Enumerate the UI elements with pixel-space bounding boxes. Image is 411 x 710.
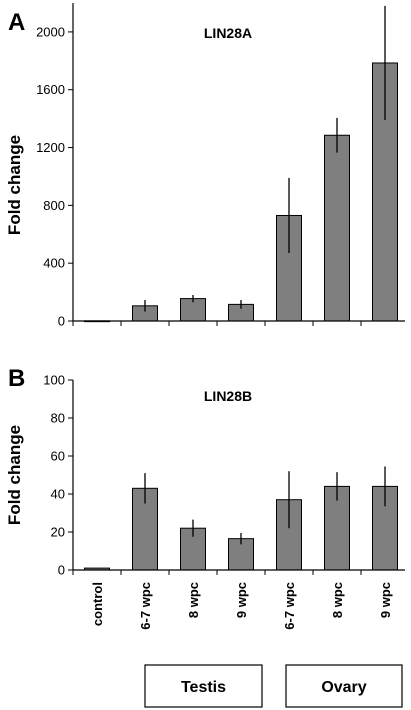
- y-tick-label: 800: [43, 198, 65, 213]
- x-tick-label: 9 wpc: [378, 582, 393, 618]
- y-tick-label: 2000: [36, 24, 65, 39]
- chart-a: A LIN28A Fold change 0 400 800 1200 1600 2000: [5, 3, 405, 329]
- error-bars-b: [144, 466, 386, 545]
- group-box-ovary: [285, 664, 403, 708]
- x-axis-tick-labels: control 6-7 wpc 8 wpc 9 wpc 6-7 wpc 8 wpc 9 wp…: [90, 582, 393, 630]
- y-tick-label: 1200: [36, 140, 65, 155]
- y-tick-label: 400: [43, 256, 65, 271]
- y-tick-label: 0: [58, 314, 65, 329]
- chart-title-a: LIN28A: [204, 25, 252, 41]
- x-tick-label: control: [90, 582, 105, 626]
- y-axis-ticks-a: 0 400 800 1200 1600 2000: [36, 24, 73, 329]
- x-tick-label: 6-7 wpc: [138, 582, 153, 630]
- x-tick-label: 9 wpc: [234, 582, 249, 618]
- bars-a: [84, 62, 398, 323]
- panel-letter-b: B: [8, 365, 25, 392]
- bars-b: [84, 485, 398, 571]
- bar: [228, 538, 254, 571]
- bar: [324, 134, 350, 322]
- x-tick-label: 8 wpc: [186, 582, 201, 618]
- y-axis-label-a: Fold change: [5, 135, 24, 235]
- y-tick-label: 100: [43, 373, 65, 388]
- group-label-testis: Testis: [181, 679, 226, 696]
- error-bars-a: [144, 5, 386, 312]
- y-tick-label: 40: [51, 487, 65, 502]
- y-axis-label-b: Fold change: [5, 425, 24, 525]
- x-tick-label: 6-7 wpc: [282, 582, 297, 630]
- group-label-ovary: Ovary: [321, 679, 366, 696]
- y-tick-label: 80: [51, 411, 65, 426]
- axes-a: [72, 3, 405, 326]
- x-tick-label: 8 wpc: [330, 582, 345, 618]
- panel-letter-a: A: [8, 9, 25, 36]
- chart-b: B LIN28B Fold change 0 20 40 60 80 100 contro…: [5, 365, 405, 630]
- chart-title-b: LIN28B: [204, 388, 252, 404]
- y-tick-label: 1600: [36, 82, 65, 97]
- group-legend: Testis Ovary: [144, 664, 403, 708]
- axes-b: [72, 380, 405, 575]
- group-box-testis: [144, 664, 263, 708]
- y-axis-ticks-b: 0 20 40 60 80 100: [43, 373, 73, 578]
- y-tick-label: 60: [51, 449, 65, 464]
- y-tick-label: 0: [58, 563, 65, 578]
- y-tick-label: 20: [51, 525, 65, 540]
